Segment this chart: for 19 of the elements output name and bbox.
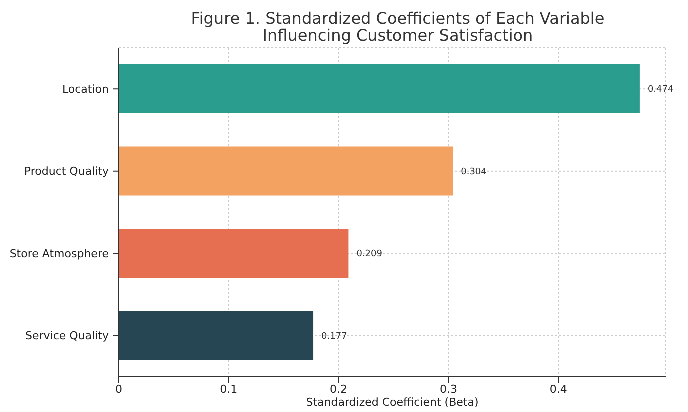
y-tick-label: Product Quality bbox=[24, 165, 110, 178]
data-label: 0.209 bbox=[356, 250, 383, 260]
y-tick-label: Service Quality bbox=[26, 330, 110, 343]
bar bbox=[119, 311, 314, 360]
x-tick-label: 0.4 bbox=[550, 382, 568, 396]
y-tick-label: Store Atmosphere bbox=[10, 247, 110, 260]
x-axis-title: Standardized Coefficient (Beta) bbox=[306, 396, 479, 409]
data-label: 0.474 bbox=[648, 85, 674, 96]
bar bbox=[119, 64, 640, 114]
x-tick-label: 0 bbox=[116, 382, 122, 396]
y-tick-label: Location bbox=[62, 82, 110, 96]
x-tick-label: 0.2 bbox=[330, 382, 348, 396]
x-tick-label: 0.3 bbox=[440, 382, 458, 396]
data-label: 0.177 bbox=[322, 332, 348, 342]
bar bbox=[119, 146, 454, 196]
x-tick-label: 0.1 bbox=[220, 382, 238, 396]
bar bbox=[119, 228, 349, 278]
data-label: 0.304 bbox=[461, 167, 488, 178]
chart-title: Figure 1. Standardized Coefficients of Each Variable Influencing Customer Satisfaction bbox=[190, 9, 606, 45]
